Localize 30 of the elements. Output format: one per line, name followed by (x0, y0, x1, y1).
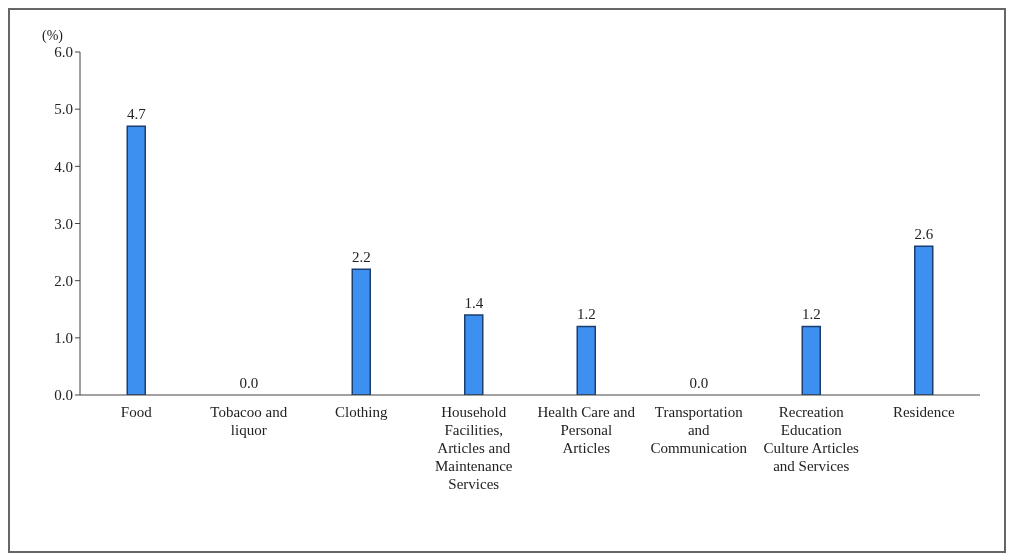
data-label: 4.7 (126, 106, 147, 123)
data-label: 0.0 (239, 375, 259, 391)
data-label: 1.2 (801, 306, 821, 323)
x-tick-label: Health Care and Personal Articles (537, 404, 636, 456)
x-tick-label: Transportation and Communication (650, 404, 748, 456)
data-label: 2.2 (351, 249, 371, 266)
bar (801, 325, 821, 395)
y-tick-label: 5.0 (54, 101, 73, 118)
y-tick-label: 6.0 (54, 44, 73, 61)
x-tick-label: Food (120, 404, 153, 420)
y-axis-title: (%) (42, 28, 63, 44)
y-tick-label: 2.0 (54, 272, 73, 289)
bar (576, 325, 596, 395)
bar (351, 268, 371, 395)
bar (914, 245, 934, 395)
data-label: 0.0 (689, 375, 709, 391)
y-tick-label: 0.0 (54, 387, 73, 404)
bar (464, 314, 484, 395)
data-label: 1.4 (464, 294, 484, 311)
x-tick-label: Tobacoo and liquor (210, 404, 288, 438)
y-tick-label: 4.0 (54, 158, 73, 175)
x-tick-label: Household Facilities, Articles and Maintenance Services (435, 404, 513, 492)
bar (126, 125, 146, 395)
x-tick-label: Residence (892, 404, 955, 420)
data-label: 1.2 (576, 306, 596, 323)
x-tick-label: Clothing (334, 404, 388, 420)
data-label: 2.6 (914, 226, 934, 243)
y-tick-label: 3.0 (54, 215, 73, 232)
y-tick-label: 1.0 (54, 330, 73, 347)
x-tick-label: Recreation Education Culture Articles and Services (763, 404, 860, 474)
